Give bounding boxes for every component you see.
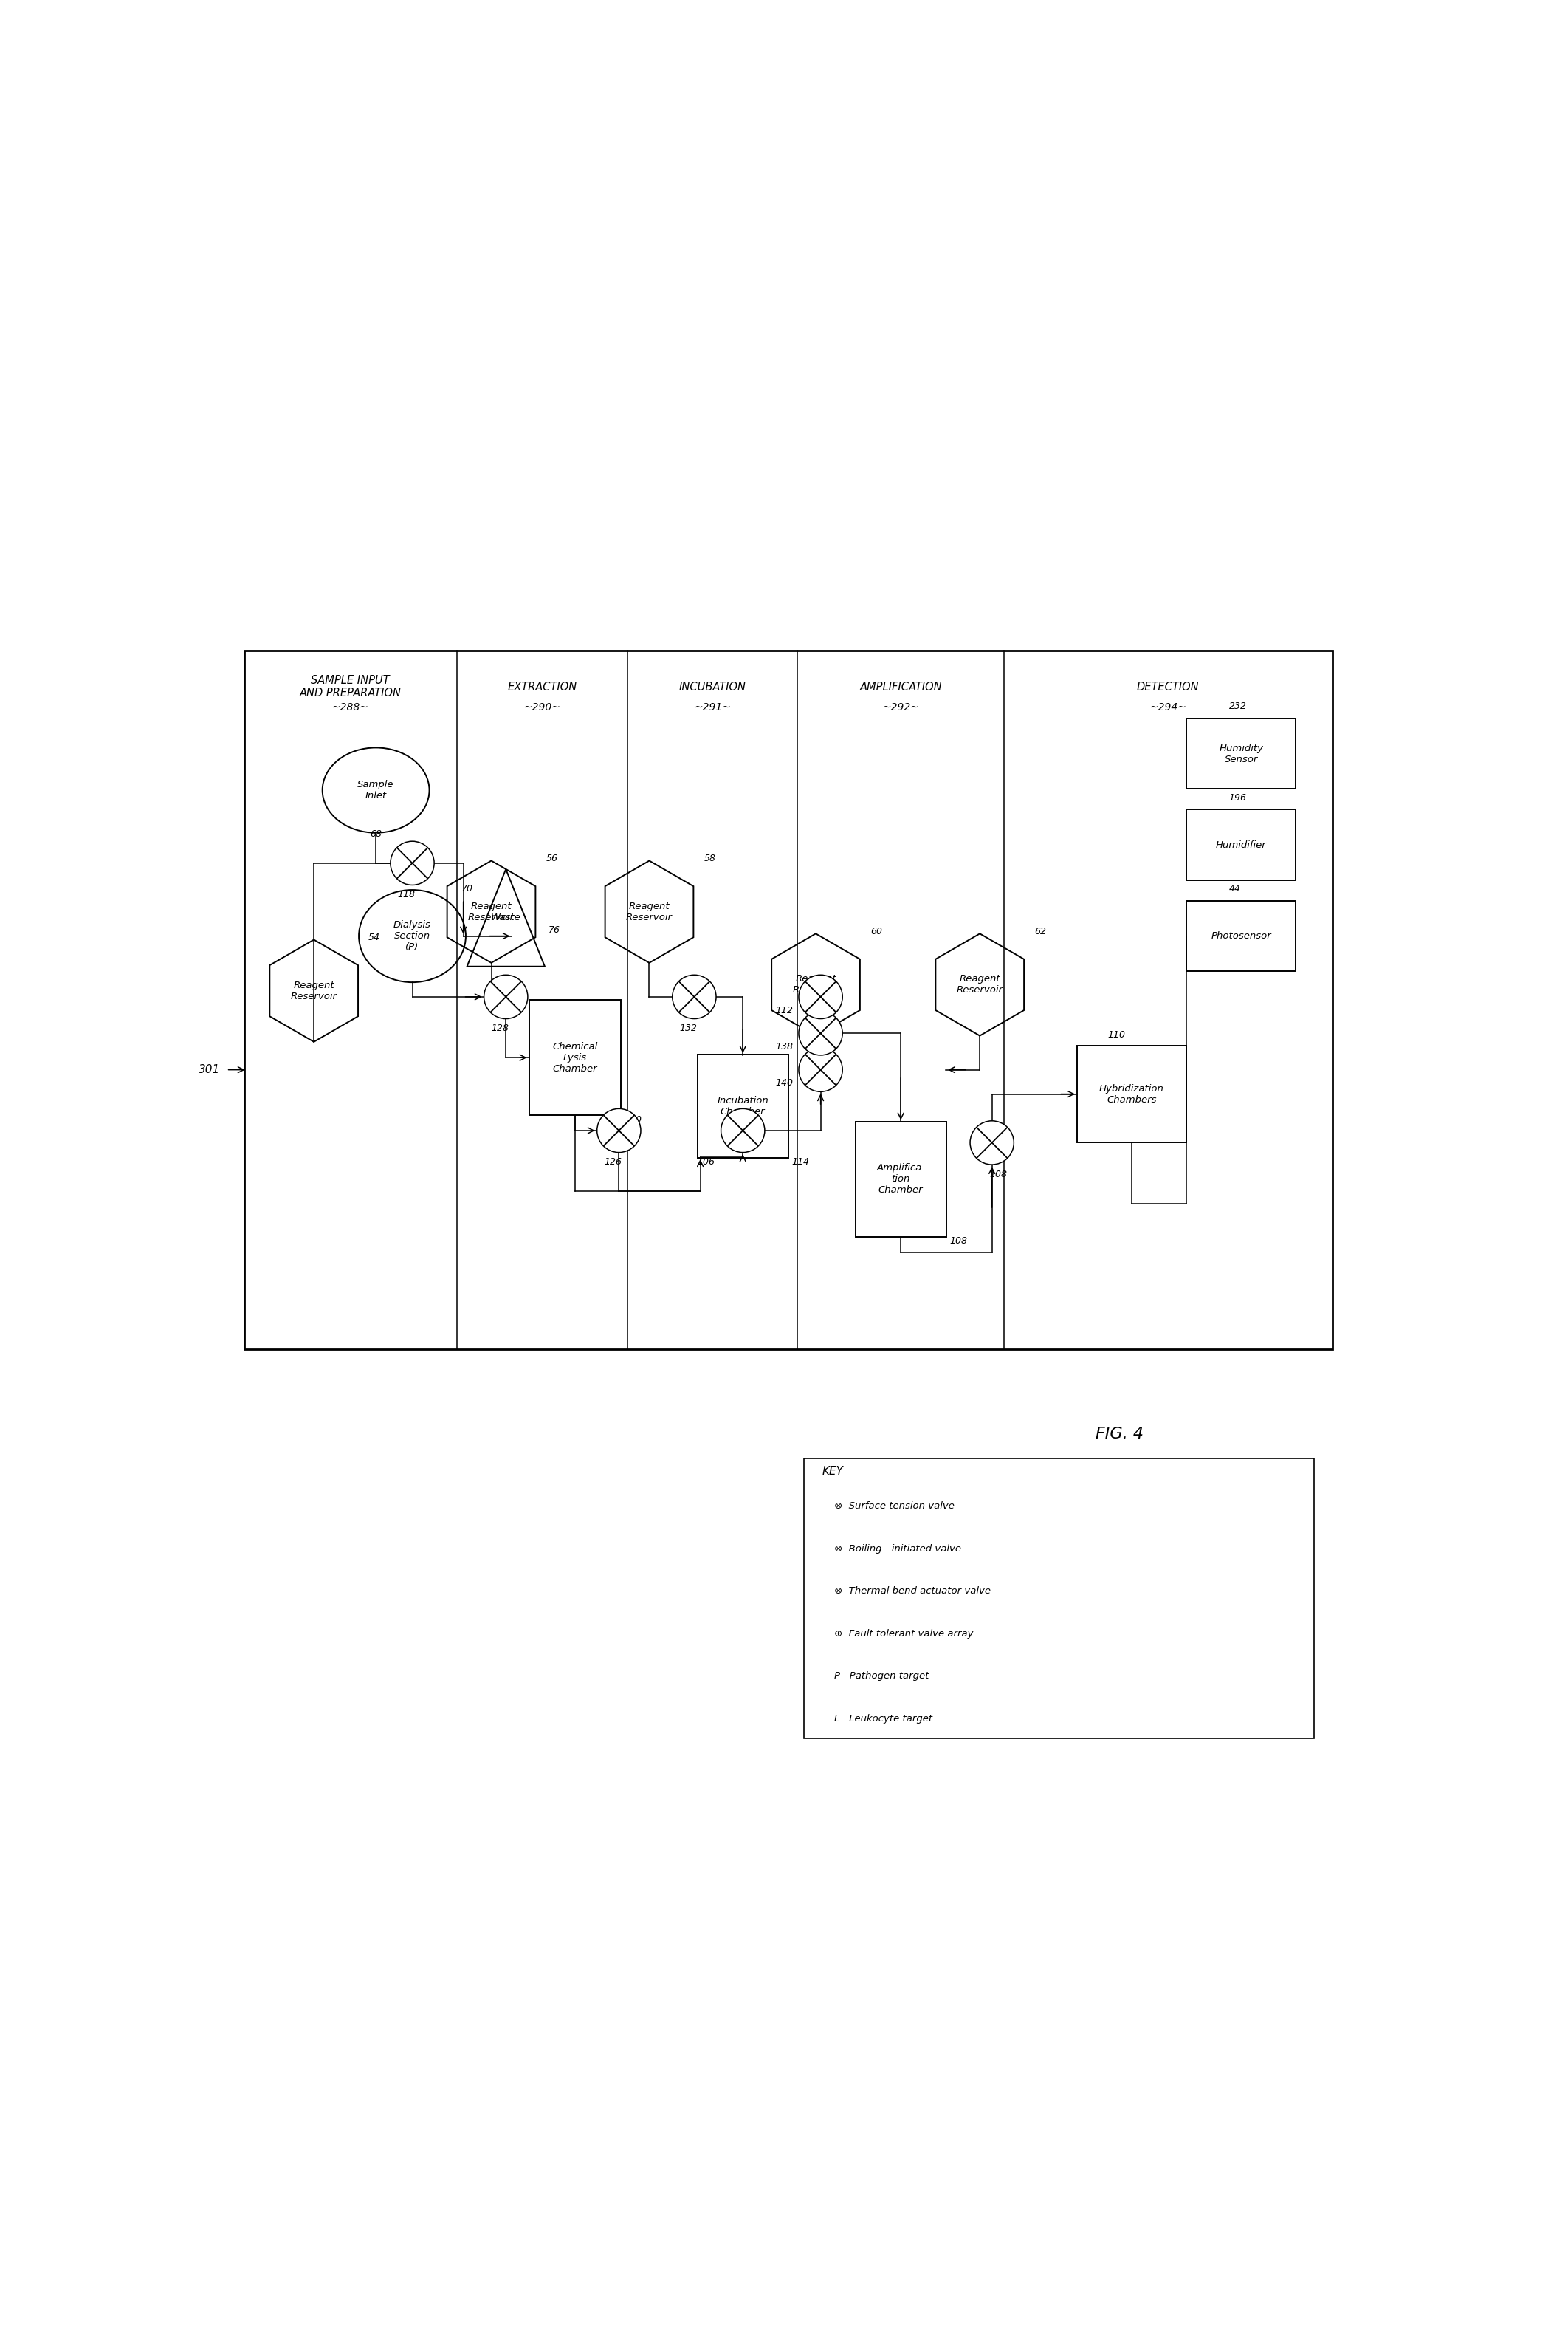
Text: ⊗  Surface tension valve: ⊗ Surface tension valve <box>834 1501 955 1511</box>
Text: 150: 150 <box>624 1114 641 1125</box>
Text: 128: 128 <box>491 1023 508 1034</box>
Text: Photosensor: Photosensor <box>1210 932 1272 941</box>
Text: 58: 58 <box>704 855 715 864</box>
Text: Reagent
Reservoir: Reagent Reservoir <box>626 901 673 922</box>
Circle shape <box>798 1011 842 1055</box>
Text: 112: 112 <box>775 1006 793 1016</box>
Text: 118: 118 <box>397 890 416 899</box>
Text: ⊗  Boiling - initiated valve: ⊗ Boiling - initiated valve <box>834 1543 961 1553</box>
Text: Hybridization
Chambers: Hybridization Chambers <box>1099 1083 1163 1104</box>
Text: 62: 62 <box>1035 927 1046 936</box>
Circle shape <box>721 1109 765 1153</box>
Text: 108: 108 <box>950 1238 967 1247</box>
Text: Reagent
Reservoir: Reagent Reservoir <box>792 974 839 995</box>
Text: ~288~: ~288~ <box>332 703 368 712</box>
Text: 138: 138 <box>775 1041 793 1051</box>
Text: AMPLIFICATION: AMPLIFICATION <box>859 682 942 693</box>
Text: 110: 110 <box>1107 1030 1126 1039</box>
Text: 126: 126 <box>604 1158 621 1168</box>
Text: ~294~: ~294~ <box>1149 703 1187 712</box>
Text: ~292~: ~292~ <box>883 703 919 712</box>
Text: Humidifier: Humidifier <box>1215 841 1267 850</box>
Text: 114: 114 <box>792 1158 809 1168</box>
Text: SAMPLE INPUT
AND PREPARATION: SAMPLE INPUT AND PREPARATION <box>299 675 401 698</box>
Text: Reagent
Reservoir: Reagent Reservoir <box>290 981 337 1002</box>
Text: EXTRACTION: EXTRACTION <box>508 682 577 693</box>
Circle shape <box>798 1048 842 1093</box>
Text: ~290~: ~290~ <box>524 703 561 712</box>
Text: L   Leukocyte target: L Leukocyte target <box>834 1714 933 1723</box>
Circle shape <box>597 1109 641 1153</box>
Text: Incubation
Chamber: Incubation Chamber <box>717 1095 768 1116</box>
Text: 70: 70 <box>461 885 472 894</box>
Text: 60: 60 <box>870 927 883 936</box>
Text: ⊕  Fault tolerant valve array: ⊕ Fault tolerant valve array <box>834 1630 974 1639</box>
Circle shape <box>798 976 842 1018</box>
Text: KEY: KEY <box>822 1466 844 1478</box>
Text: Reagent
Reservoir: Reagent Reservoir <box>956 974 1004 995</box>
Circle shape <box>971 1121 1014 1165</box>
Text: Humidity
Sensor: Humidity Sensor <box>1218 743 1264 764</box>
Text: 54: 54 <box>368 932 381 941</box>
Text: 44: 44 <box>1229 885 1240 894</box>
Text: 68: 68 <box>370 829 381 838</box>
Text: Chemical
Lysis
Chamber: Chemical Lysis Chamber <box>552 1041 597 1074</box>
Text: Dialysis
Section
(P): Dialysis Section (P) <box>394 920 431 953</box>
Circle shape <box>673 976 717 1018</box>
Text: 132: 132 <box>679 1023 698 1034</box>
Text: Amplifica-
tion
Chamber: Amplifica- tion Chamber <box>877 1163 925 1196</box>
Text: Reagent
Reservoir: Reagent Reservoir <box>467 901 514 922</box>
Text: 232: 232 <box>1229 700 1247 712</box>
Text: DETECTION: DETECTION <box>1137 682 1200 693</box>
Text: 76: 76 <box>549 925 560 934</box>
Text: 56: 56 <box>546 855 558 864</box>
Circle shape <box>485 976 528 1018</box>
Text: 108: 108 <box>989 1170 1007 1179</box>
Text: Sample
Inlet: Sample Inlet <box>358 780 394 801</box>
Text: ⊗  Thermal bend actuator valve: ⊗ Thermal bend actuator valve <box>834 1585 991 1597</box>
Text: 140: 140 <box>775 1079 793 1088</box>
Text: INCUBATION: INCUBATION <box>679 682 746 693</box>
Text: 106: 106 <box>698 1158 715 1168</box>
Text: P   Pathogen target: P Pathogen target <box>834 1672 928 1681</box>
Circle shape <box>390 841 434 885</box>
Text: 196: 196 <box>1229 794 1247 803</box>
Text: Waste: Waste <box>491 913 521 922</box>
Text: 301: 301 <box>199 1065 220 1076</box>
Text: ~291~: ~291~ <box>695 703 731 712</box>
Text: FIG. 4: FIG. 4 <box>1096 1427 1143 1441</box>
